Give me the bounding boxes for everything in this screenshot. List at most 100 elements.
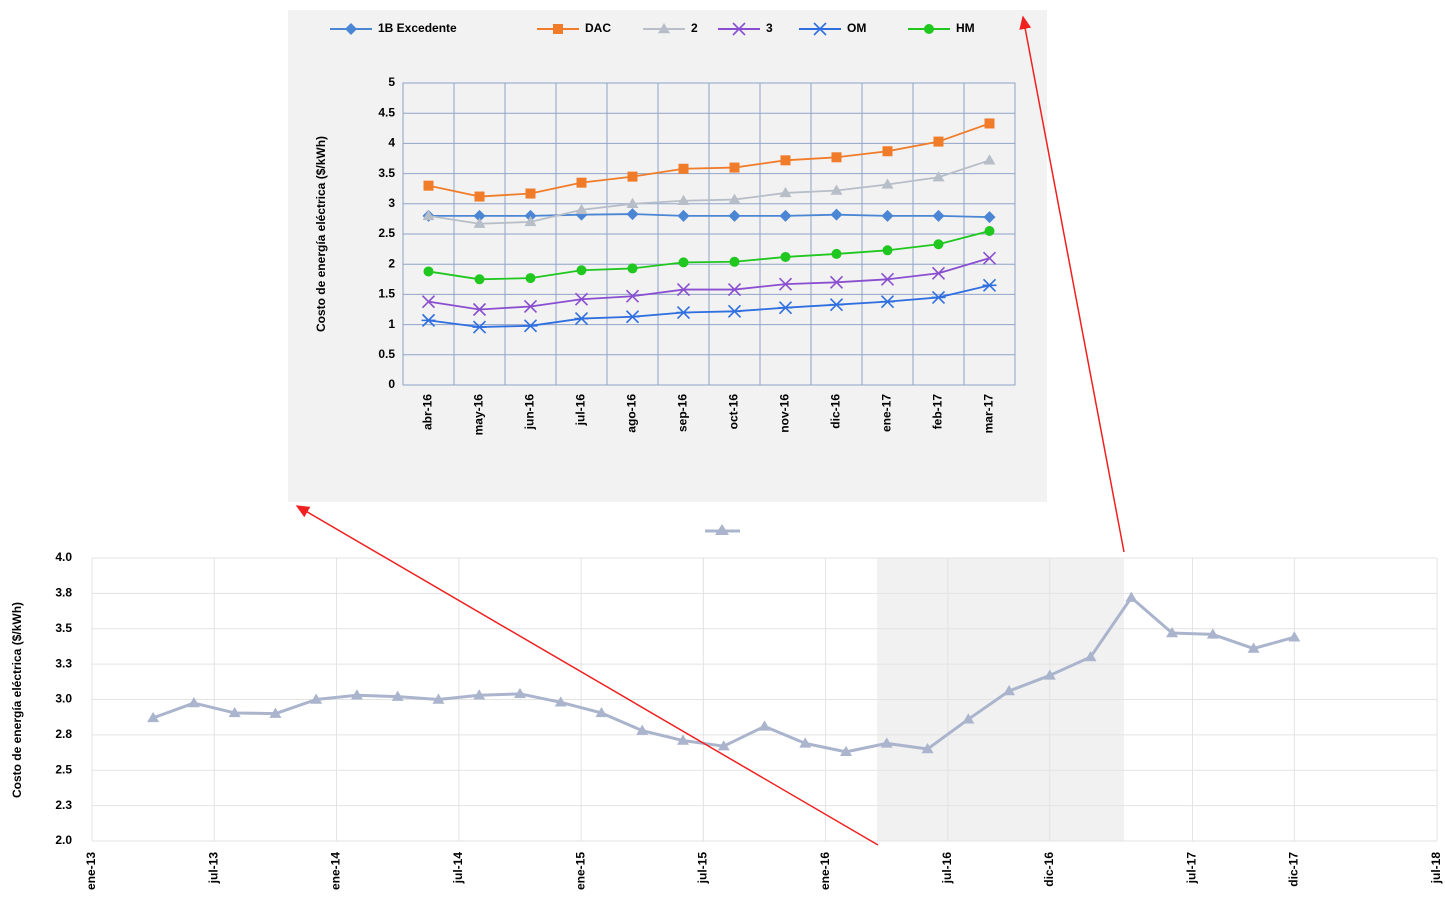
marker bbox=[676, 734, 689, 745]
y-tick-label: 4.5 bbox=[378, 105, 395, 119]
y-tick-label: 2 bbox=[388, 256, 395, 270]
marker bbox=[732, 22, 746, 36]
marker bbox=[982, 251, 997, 265]
x-tick-label: jul-15 bbox=[696, 852, 710, 885]
marker bbox=[677, 194, 690, 205]
x-tick-label: mar-17 bbox=[982, 394, 996, 434]
marker bbox=[576, 265, 587, 276]
marker bbox=[932, 171, 945, 182]
y-tick-label: 3 bbox=[388, 196, 395, 210]
marker bbox=[574, 311, 589, 326]
marker bbox=[523, 319, 538, 333]
marker bbox=[1084, 651, 1097, 662]
marker bbox=[728, 193, 741, 204]
marker bbox=[472, 302, 487, 317]
y-tick-label: 2.8 bbox=[55, 727, 72, 741]
marker bbox=[576, 177, 587, 188]
marker bbox=[1206, 628, 1219, 639]
marker bbox=[840, 745, 853, 757]
marker bbox=[310, 693, 323, 704]
y-tick-label: 3.8 bbox=[55, 586, 72, 600]
marker bbox=[473, 689, 486, 700]
y-tick-label: 1 bbox=[388, 317, 395, 331]
marker bbox=[758, 720, 771, 731]
marker bbox=[831, 248, 842, 259]
main-legend bbox=[705, 524, 740, 535]
y-tick-label: 2.0 bbox=[55, 833, 72, 847]
marker bbox=[1288, 631, 1301, 642]
marker bbox=[881, 178, 894, 189]
marker bbox=[676, 305, 691, 320]
marker bbox=[780, 155, 791, 166]
x-tick-label: ago-16 bbox=[625, 394, 639, 433]
x-tick-label: jul-17 bbox=[1185, 852, 1199, 885]
marker bbox=[933, 136, 944, 147]
marker bbox=[778, 277, 793, 291]
marker bbox=[595, 706, 608, 718]
x-tick-label: dic-16 bbox=[1042, 852, 1056, 887]
series-line bbox=[428, 159, 990, 225]
marker bbox=[525, 273, 536, 284]
y-tick-label: 4.0 bbox=[55, 550, 72, 564]
marker bbox=[799, 737, 812, 748]
marker bbox=[553, 24, 563, 34]
marker bbox=[829, 275, 844, 289]
marker bbox=[778, 301, 793, 315]
marker bbox=[830, 184, 843, 195]
series-line bbox=[428, 122, 990, 198]
legend-label: 1B Excedente bbox=[378, 21, 457, 35]
marker bbox=[472, 320, 487, 334]
y-tick-label: 3.3 bbox=[55, 656, 72, 670]
x-tick-label: feb-17 bbox=[931, 394, 945, 430]
x-tick-label: ene-13 bbox=[84, 852, 98, 890]
x-tick-label: jul-16 bbox=[940, 852, 954, 885]
y-tick-label: 2.5 bbox=[55, 762, 72, 776]
x-tick-label: dic-16 bbox=[829, 394, 843, 429]
marker bbox=[421, 295, 436, 309]
x-tick-label: oct-16 bbox=[727, 394, 741, 430]
charts: 0 0.5 1 1.5 2 2.5 3 3.5 4 4.5 5 abr-16 may-16 jun-16 j… bbox=[55, 21, 1443, 890]
marker bbox=[962, 713, 975, 724]
marker bbox=[931, 266, 946, 280]
x-tick-label: jul-13 bbox=[206, 852, 220, 885]
marker bbox=[474, 191, 485, 202]
marker bbox=[983, 211, 996, 224]
marker bbox=[575, 203, 588, 215]
legend-label: OM bbox=[847, 21, 866, 35]
series-line bbox=[428, 257, 990, 311]
arrow bbox=[295, 505, 879, 846]
marker bbox=[813, 22, 827, 36]
x-tick-label: jul-16 bbox=[574, 394, 588, 427]
legend-label: 2 bbox=[691, 21, 698, 35]
marker bbox=[729, 256, 740, 267]
marker bbox=[779, 209, 792, 222]
marker bbox=[676, 283, 691, 297]
y-tick-label: 4 bbox=[388, 136, 395, 150]
series-line bbox=[428, 213, 990, 218]
y-tick-label: 5 bbox=[388, 75, 395, 89]
x-tick-label: nov-16 bbox=[778, 394, 792, 433]
marker bbox=[432, 693, 445, 704]
marker bbox=[982, 278, 997, 292]
marker bbox=[228, 706, 241, 718]
marker bbox=[422, 209, 435, 221]
marker bbox=[678, 257, 689, 268]
marker bbox=[525, 188, 536, 199]
x-tick-label: dic-17 bbox=[1287, 852, 1301, 887]
marker bbox=[391, 690, 404, 701]
x-tick-label: ene-14 bbox=[329, 852, 343, 890]
marker bbox=[984, 118, 995, 129]
marker bbox=[147, 711, 160, 723]
x-tick-label: jul-18 bbox=[1429, 852, 1443, 885]
marker bbox=[524, 215, 537, 227]
marker bbox=[933, 239, 944, 250]
x-tick-label: may-16 bbox=[472, 394, 486, 436]
marker bbox=[924, 24, 934, 34]
marker bbox=[727, 304, 742, 318]
marker bbox=[921, 743, 934, 754]
marker bbox=[626, 208, 639, 221]
marker bbox=[658, 23, 670, 34]
legend-label: DAC bbox=[585, 21, 611, 35]
marker bbox=[830, 208, 843, 221]
marker bbox=[931, 290, 946, 304]
